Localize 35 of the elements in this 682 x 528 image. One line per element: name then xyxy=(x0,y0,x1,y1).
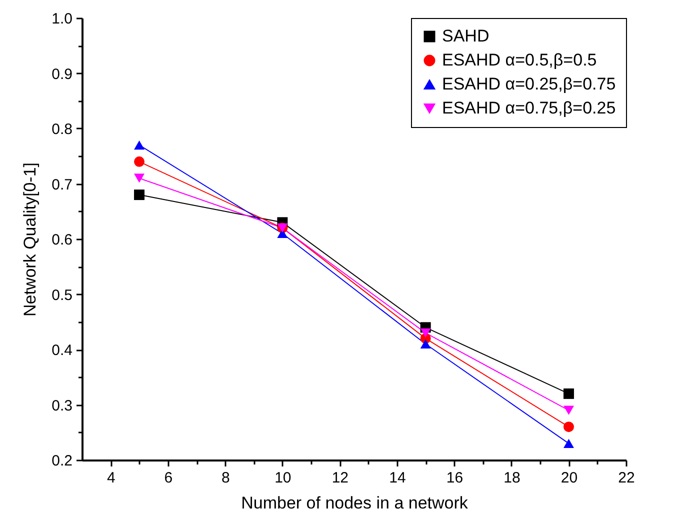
y-tick-label: 0.5 xyxy=(52,286,72,304)
point xyxy=(420,328,431,338)
point xyxy=(563,422,574,432)
y-tick-label: 0.9 xyxy=(52,66,72,83)
x-tick-label: 20 xyxy=(560,470,578,486)
y-tick-label: 0.2 xyxy=(52,452,72,470)
y-tick-label: 0.4 xyxy=(52,342,72,359)
legend-label: ESAHD α=0.5,β=0.5 xyxy=(442,50,597,70)
point xyxy=(563,406,574,415)
x-tick-label: 22 xyxy=(618,470,635,486)
x-tick-label: 16 xyxy=(446,470,464,486)
point xyxy=(134,156,145,167)
point xyxy=(563,438,574,448)
x-tick-label: 10 xyxy=(274,470,292,486)
y-tick-label: 0.3 xyxy=(52,397,72,414)
y-tick-label: 0.8 xyxy=(52,121,72,138)
point xyxy=(134,140,145,150)
point xyxy=(563,388,574,399)
point xyxy=(420,339,431,349)
y-tick-label: 0.6 xyxy=(52,232,72,248)
y-tick-label: 1.0 xyxy=(52,10,72,28)
y-tick-label: 0.7 xyxy=(52,176,72,194)
legend-label: SAHD xyxy=(442,26,490,46)
x-tick-label: 4 xyxy=(106,470,116,486)
x-tick-label: 6 xyxy=(164,470,173,486)
x-tick-label: 18 xyxy=(504,470,520,486)
x-tick-label: 8 xyxy=(221,470,230,486)
x-tick-label: 12 xyxy=(332,470,349,486)
y-axis-title: Network Quality[0-1] xyxy=(20,162,40,316)
legend-label: ESAHD α=0.25,β=0.75 xyxy=(442,74,616,94)
legend-label: ESAHD α=0.75,β=0.25 xyxy=(442,98,616,118)
x-axis-title: Number of nodes in a network xyxy=(241,494,468,512)
point xyxy=(134,174,145,183)
x-tick-label: 14 xyxy=(389,470,406,486)
point xyxy=(134,190,145,200)
